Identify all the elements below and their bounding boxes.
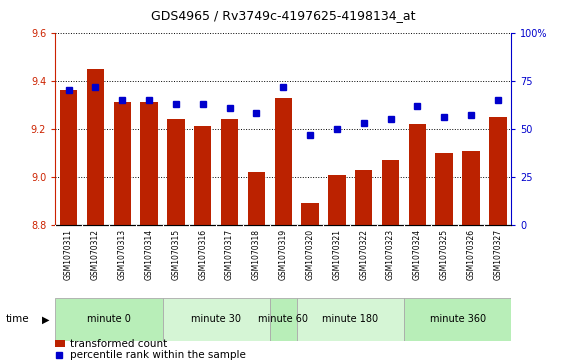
Text: GSM1070314: GSM1070314 [145,229,153,280]
Bar [167,119,185,225]
Text: GSM1070318: GSM1070318 [252,229,261,280]
Text: GSM1070316: GSM1070316 [198,229,207,280]
Text: GSM1070313: GSM1070313 [118,229,127,280]
Text: time: time [6,314,30,325]
Text: GSM1070320: GSM1070320 [306,229,314,280]
Text: minute 30: minute 30 [191,314,241,325]
Text: GSM1070317: GSM1070317 [225,229,234,280]
Bar [163,298,270,341]
Text: minute 360: minute 360 [429,314,486,325]
Text: GSM1070324: GSM1070324 [413,229,422,280]
Bar [297,298,404,341]
Text: minute 0: minute 0 [87,314,131,325]
Text: GSM1070327: GSM1070327 [493,229,503,280]
Bar [55,340,65,347]
Bar [221,119,238,225]
Text: minute 180: minute 180 [322,314,378,325]
Text: minute 60: minute 60 [258,314,309,325]
Text: GSM1070325: GSM1070325 [440,229,449,280]
Text: GSM1070322: GSM1070322 [359,229,368,280]
Text: GSM1070321: GSM1070321 [332,229,342,280]
Bar [248,172,265,225]
Bar [274,98,292,225]
Text: GSM1070326: GSM1070326 [467,229,475,280]
Bar [55,298,163,341]
Bar [404,298,511,341]
Text: GSM1070315: GSM1070315 [171,229,181,280]
Bar [408,124,426,225]
Bar [194,126,211,225]
Text: transformed count: transformed count [70,339,167,348]
Text: GDS4965 / Rv3749c-4197625-4198134_at: GDS4965 / Rv3749c-4197625-4198134_at [151,9,415,22]
Bar [270,298,297,341]
Bar [328,175,346,225]
Text: GSM1070312: GSM1070312 [91,229,100,280]
Text: GSM1070311: GSM1070311 [64,229,73,280]
Bar [382,160,399,225]
Bar [355,170,372,225]
Bar [489,117,507,225]
Text: GSM1070323: GSM1070323 [386,229,395,280]
Bar [87,69,104,225]
Text: GSM1070319: GSM1070319 [279,229,288,280]
Text: ▶: ▶ [42,314,50,325]
Bar [462,151,480,225]
Bar [436,153,453,225]
Bar [141,102,158,225]
Bar [113,102,131,225]
Text: percentile rank within the sample: percentile rank within the sample [70,350,246,360]
Bar [60,90,77,225]
Bar [302,203,319,225]
